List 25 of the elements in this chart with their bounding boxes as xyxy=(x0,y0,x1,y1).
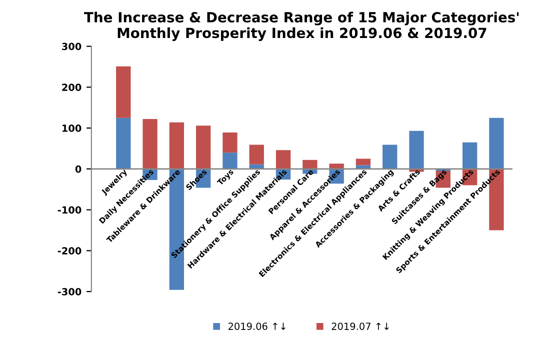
legend-label: 2019.06 ↑↓ xyxy=(228,322,286,330)
y-tick-label: -100 xyxy=(58,206,82,214)
bar xyxy=(116,118,131,169)
bar xyxy=(196,126,211,169)
bar xyxy=(382,144,398,169)
bar xyxy=(462,142,478,169)
bar xyxy=(489,118,504,169)
bar xyxy=(302,160,318,169)
y-tick-label: -200 xyxy=(58,247,82,255)
bar xyxy=(116,66,131,118)
y-tick-label: -300 xyxy=(58,288,82,296)
y-tick-label: 200 xyxy=(62,84,82,92)
bar xyxy=(142,119,158,169)
bar xyxy=(169,122,184,169)
chart-title: The Increase & Decrease Range of 15 Major Categories' Monthly Prosperity Index in 2019.06 & 2019.07 xyxy=(84,12,519,41)
bar xyxy=(249,144,264,164)
y-tick-label: 300 xyxy=(62,42,82,50)
y-tick-label: 100 xyxy=(62,124,82,132)
bar xyxy=(222,152,238,169)
y-tick-label: 0 xyxy=(75,165,82,173)
bar xyxy=(276,150,291,169)
legend-label: 2019.07 ↑↓ xyxy=(332,322,389,330)
bar xyxy=(222,132,238,153)
bar xyxy=(409,130,424,169)
bar xyxy=(356,158,371,166)
